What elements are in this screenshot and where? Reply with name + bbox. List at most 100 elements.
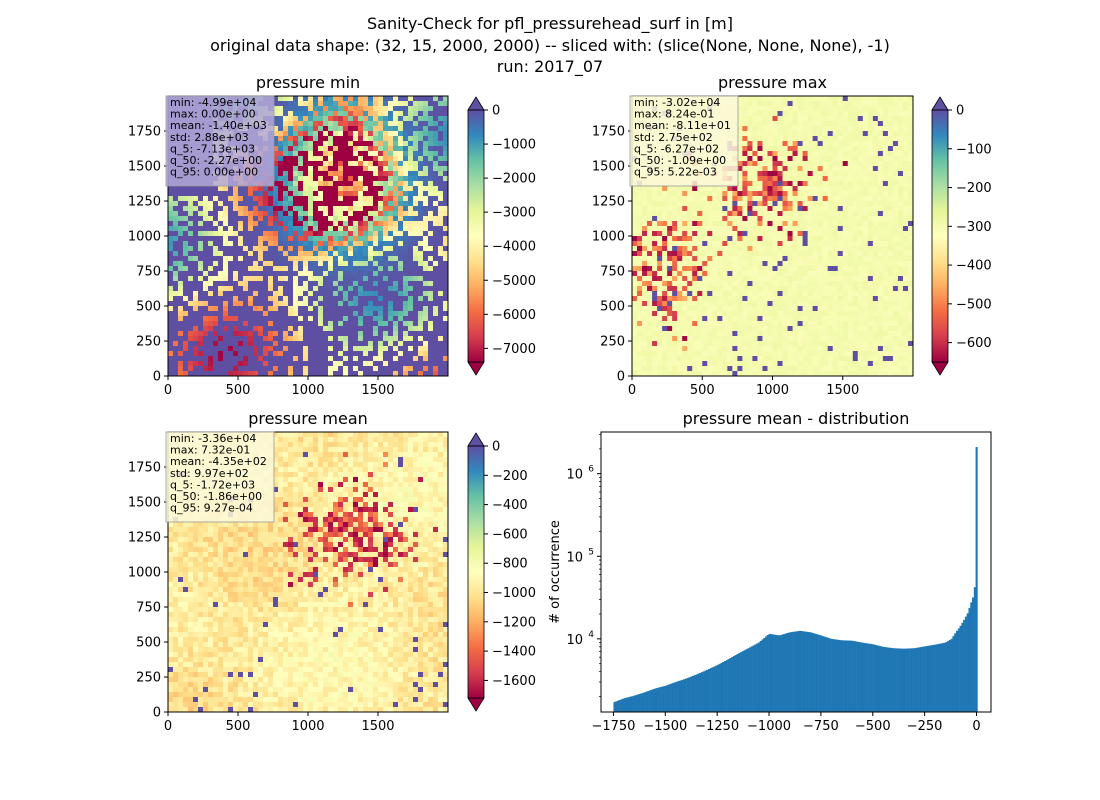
- heatmap-cell: [203, 371, 209, 377]
- heatmap-cell: [393, 141, 399, 147]
- heatmap-cell: [273, 306, 279, 312]
- heatmap-cell: [318, 186, 324, 192]
- heatmap-cell: [722, 191, 728, 197]
- heatmap-cell: [248, 206, 254, 212]
- heatmap-cell: [418, 246, 424, 252]
- heatmap-cell: [318, 256, 324, 262]
- heatmap-cell: [887, 101, 894, 107]
- heatmap-cell: [887, 116, 894, 122]
- heatmap-cell: [363, 106, 369, 112]
- heatmap-cell: [428, 261, 434, 267]
- heatmap-cell: [393, 326, 399, 332]
- heatmap-cell: [288, 296, 294, 302]
- heatmap-cell: [373, 246, 379, 252]
- heatmap-cell: [353, 311, 359, 317]
- heatmap-cell: [188, 266, 194, 272]
- heatmap-cell: [827, 156, 834, 162]
- heatmap-cell: [278, 211, 284, 217]
- heatmap-cell: [238, 371, 244, 377]
- heatmap-cell: [358, 276, 364, 282]
- heatmap-cell: [418, 166, 424, 172]
- heatmap-cell: [423, 131, 429, 137]
- heatmap-cell: [308, 116, 314, 122]
- heatmap-cell: [837, 226, 844, 232]
- heatmap-cell: [353, 176, 359, 182]
- heatmap-cell: [338, 341, 344, 347]
- heatmap-cell: [882, 246, 889, 252]
- heatmap-cell: [248, 351, 254, 357]
- heatmap-cell: [323, 181, 329, 187]
- heatmap-cell: [213, 281, 219, 287]
- heatmap-cell: [812, 246, 819, 252]
- heatmap-cell: [787, 126, 793, 132]
- heatmap-cell: [677, 231, 683, 237]
- heatmap-cell: [328, 106, 334, 112]
- heatmap-cell: [832, 191, 839, 197]
- heatmap-cell: [438, 146, 444, 152]
- heatmap-cell: [423, 226, 429, 232]
- heatmap-cell: [218, 311, 224, 317]
- heatmap-cell: [797, 161, 804, 167]
- heatmap-cell: [807, 171, 814, 177]
- heatmap-cell: [288, 241, 294, 247]
- heatmap-cell: [752, 216, 758, 222]
- heatmap-cell: [343, 336, 349, 342]
- heatmap-cell: [428, 221, 434, 227]
- heatmap-cell: [288, 336, 294, 342]
- heatmap-cell: [822, 96, 829, 102]
- heatmap-cell: [707, 231, 713, 237]
- heatmap-cell: [233, 291, 239, 297]
- heatmap-cell: [438, 96, 444, 102]
- heatmap-cell: [218, 371, 224, 377]
- heatmap-cell: [318, 151, 324, 157]
- heatmap-cell: [787, 166, 793, 172]
- heatmap-cell: [642, 241, 648, 247]
- heatmap-cell: [712, 221, 718, 227]
- y-tick-label: 0: [153, 370, 161, 385]
- heatmap-cell: [403, 241, 409, 247]
- heatmap-cell: [283, 226, 289, 232]
- heatmap-cell: [313, 336, 319, 342]
- heatmap-cell: [438, 236, 444, 242]
- heatmap-cell: [328, 126, 334, 132]
- heatmap-cell: [198, 341, 204, 347]
- heatmap-cell: [692, 196, 698, 202]
- heatmap-cell: [767, 221, 773, 227]
- heatmap-cell: [697, 246, 703, 252]
- heatmap-cell: [657, 246, 663, 252]
- heatmap-cell: [273, 201, 279, 207]
- heatmap-cell: [358, 206, 364, 212]
- heatmap-cell: [767, 251, 773, 257]
- heatmap-cell: [198, 331, 204, 337]
- heatmap-cell: [732, 216, 738, 222]
- heatmap-cell: [882, 151, 889, 157]
- heatmap-cell: [867, 251, 874, 257]
- heatmap-cell: [742, 131, 748, 137]
- heatmap-cell: [423, 216, 429, 222]
- heatmap-cell: [208, 276, 214, 282]
- heatmap-cell: [872, 121, 879, 127]
- heatmap-cell: [902, 166, 909, 172]
- heatmap-cell: [413, 371, 419, 377]
- heatmap-cell: [213, 196, 219, 202]
- heatmap-cell: [238, 301, 244, 307]
- heatmap-cell: [338, 361, 344, 367]
- heatmap-cell: [353, 151, 359, 157]
- heatmap-cell: [847, 216, 854, 222]
- heatmap-cell: [293, 336, 299, 342]
- heatmap-cell: [822, 131, 829, 137]
- heatmap-cell: [872, 196, 879, 202]
- heatmap-cell: [388, 251, 394, 257]
- heatmap-cell: [288, 331, 294, 337]
- heatmap-cell: [318, 211, 324, 217]
- heatmap-cell: [303, 96, 309, 102]
- heatmap-cell: [847, 136, 854, 142]
- heatmap-cell: [782, 241, 788, 247]
- heatmap-cell: [438, 126, 444, 132]
- heatmap-cell: [258, 346, 264, 352]
- heatmap-cell: [787, 106, 793, 112]
- heatmap-cell: [907, 131, 914, 137]
- heatmap-cell: [428, 211, 434, 217]
- heatmap-cell: [283, 231, 289, 237]
